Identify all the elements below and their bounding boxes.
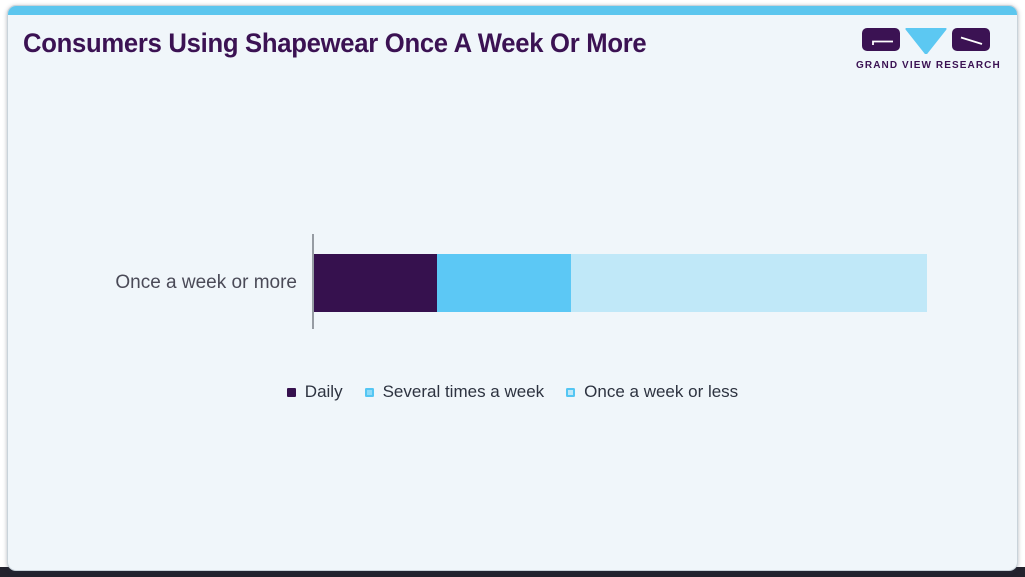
logo-r-icon (960, 36, 983, 45)
stacked-bar (314, 254, 927, 312)
logo-v-icon (905, 28, 947, 54)
legend-item-several-times-a-week[interactable]: Several times a week (364, 382, 545, 402)
chart-card: Consumers Using Shapewear Once A Week Or… (7, 5, 1018, 571)
page-bottom-strip (0, 567, 1025, 577)
bar-segment-once-a-week-or-less[interactable] (571, 254, 927, 312)
logo-wordmark: GRAND VIEW RESEARCH (856, 60, 1001, 71)
logo-g-icon (872, 40, 893, 45)
legend-marker-several-times-a-week (364, 387, 374, 397)
legend-label: Several times a week (382, 382, 545, 401)
y-axis-line (312, 234, 314, 329)
card-accent-bar (8, 6, 1017, 15)
legend-label: Once a week or less (584, 382, 739, 401)
bar-segment-several-times-a-week[interactable] (436, 254, 572, 312)
legend-label: Daily (304, 382, 343, 401)
chart-title: Consumers Using Shapewear Once A Week Or… (23, 28, 647, 58)
logo-g-block (862, 28, 900, 51)
bar-segment-daily[interactable] (314, 254, 437, 312)
legend: Daily Several times a week Once a week or … (8, 382, 1017, 402)
logo-r-block (952, 28, 990, 51)
category-label: Once a week or more (115, 272, 297, 293)
legend-item-daily[interactable]: Daily (286, 382, 343, 402)
grand-view-research-logo: GRAND VIEW RESEARCH (856, 28, 1001, 71)
legend-marker-daily (286, 387, 296, 397)
legend-item-once-a-week-or-less[interactable]: Once a week or less (566, 382, 738, 402)
legend-marker-once-a-week-or-less (566, 387, 576, 397)
logo-glyphs (856, 28, 996, 55)
